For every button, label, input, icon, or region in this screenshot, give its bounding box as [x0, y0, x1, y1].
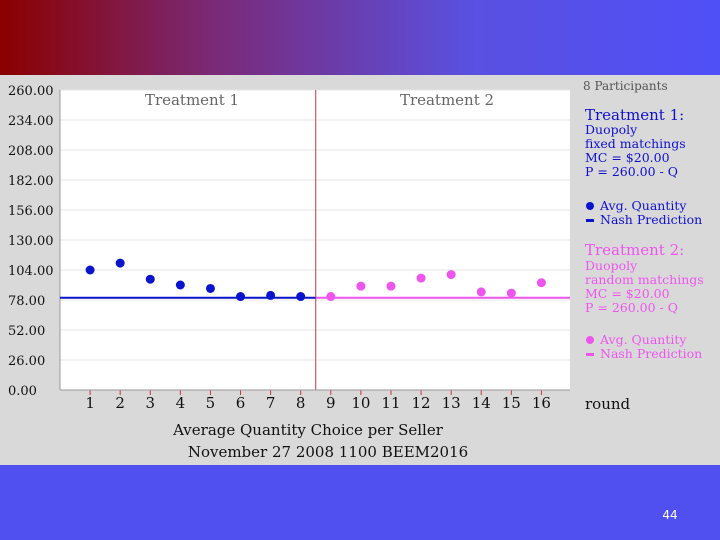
y-tick-label: 78.00 [8, 294, 45, 309]
y-tick-label: 208.00 [8, 144, 54, 159]
legend-t2-heading: Treatment 2: [585, 241, 684, 259]
y-tick-label: 104.00 [8, 264, 54, 279]
data-point [536, 278, 546, 288]
x-tick-label: 7 [266, 394, 276, 412]
data-point [85, 265, 95, 275]
data-point [386, 281, 396, 291]
data-point [145, 274, 155, 284]
x-axis-word: round [585, 395, 631, 413]
x-tick-label: 9 [326, 394, 336, 412]
legend-t1-nash: Nash Prediction [600, 212, 702, 227]
page-number: 44 [662, 508, 678, 522]
legend-t2-nash: Nash Prediction [600, 346, 702, 361]
data-point [296, 292, 306, 302]
x-tick-label: 16 [532, 394, 551, 412]
chart-panel: 260.00 234.00 208.00 182.00 156.00 130.00 104.… [0, 75, 720, 465]
y-tick-label: 156.00 [8, 204, 54, 219]
x-tick-label: 8 [296, 394, 306, 412]
legend-t2-dot-icon [586, 336, 594, 344]
legend-t2-line-1: Duopoly [585, 258, 638, 273]
data-point [205, 283, 215, 293]
y-tick-label: 130.00 [8, 234, 54, 249]
x-tick-label: 13 [442, 394, 461, 412]
data-point [236, 292, 246, 302]
legend-t2-avg: Avg. Quantity [599, 332, 687, 347]
x-tick-label: 12 [412, 394, 431, 412]
data-point [356, 281, 366, 291]
y-tick-label: 182.00 [8, 174, 54, 189]
x-tick-label: 4 [176, 394, 186, 412]
legend-t1-avg: Avg. Quantity [599, 198, 687, 213]
legend-t1-line-3: MC = $20.00 [585, 150, 670, 165]
y-tick-label: 260.00 [8, 84, 54, 99]
x-tick-label: 1 [85, 394, 95, 412]
data-point [115, 258, 125, 268]
x-tick-label: 14 [472, 394, 491, 412]
x-tick-label: 5 [206, 394, 216, 412]
legend-t2-line-2: random matchings [585, 272, 704, 287]
treatment-1-label: Treatment 1 [145, 91, 239, 109]
y-tick-label: 52.00 [8, 324, 45, 339]
legend-t1-dot-icon [586, 202, 594, 210]
y-tick-label: 234.00 [8, 114, 54, 129]
legend-t1-line-4: P = 260.00 - Q [585, 164, 678, 179]
legend-t1-line-1: Duopoly [585, 122, 638, 137]
title-bar [0, 0, 720, 75]
data-point [266, 290, 276, 300]
treatment-2-label: Treatment 2 [400, 91, 494, 109]
legend-t1-heading-text: Treatment 1 [585, 106, 679, 124]
x-tick-label: 15 [502, 394, 521, 412]
x-tick-label: 10 [351, 394, 370, 412]
participants-label: 8 Participants [583, 79, 668, 93]
legend-t1-dash-icon [586, 219, 594, 222]
data-point [416, 273, 426, 283]
legend-t2-dash-icon [586, 353, 594, 356]
legend-t2-line-3: MC = $20.00 [585, 286, 670, 301]
data-point [476, 287, 486, 297]
x-axis-label: Average Quantity Choice per Seller [172, 421, 444, 439]
data-point [175, 280, 185, 290]
x-tick-label: 11 [381, 394, 400, 412]
chart: 260.00234.00208.00182.00156.00130.00104.… [8, 79, 704, 461]
x-tick-label: 6 [236, 394, 246, 412]
y-tick-label: 26.00 [8, 354, 45, 369]
bottom-caption: November 27 2008 1100 BEEM2016 [188, 443, 468, 461]
legend-t1-colon: : [679, 106, 684, 124]
data-point [326, 292, 336, 302]
x-tick-label: 3 [145, 394, 155, 412]
data-point [446, 270, 456, 280]
legend-t1-heading: Treatment 1: [585, 106, 684, 124]
data-point [506, 288, 516, 298]
legend-t2-line-4: P = 260.00 - Q [585, 300, 678, 315]
y-tick-label: 0.00 [8, 384, 37, 399]
x-tick-label: 2 [115, 394, 125, 412]
legend-t1-line-2: fixed matchings [585, 136, 686, 151]
